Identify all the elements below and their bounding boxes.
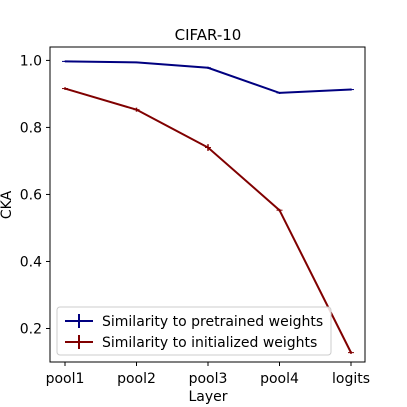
x-tick-label: pool2 [117,371,156,387]
chart-title: CIFAR-10 [175,26,242,44]
x-tick-label: pool4 [260,371,299,387]
x-axis-label: Layer [188,389,227,405]
legend-label: Similarity to initialized weights [102,335,317,351]
y-axis-label: CKA [0,190,15,219]
y-tick-label: 1.0 [20,53,42,69]
legend-box [56,306,332,356]
x-tick-label: logits [332,371,370,387]
y-tick-label: 0.4 [20,254,42,270]
x-tick-label: pool3 [189,371,228,387]
series-line [64,60,352,94]
legend: Similarity to pretrained weights Similari… [56,306,332,356]
y-tick-label: 0.2 [20,321,42,337]
plot-area: 0.2 0.4 0.6 0.8 1.0 pool1 pool2 pool3 pool4 logit… [20,46,370,387]
x-tick-label: pool1 [46,371,85,387]
y-tick-label: 0.8 [20,120,42,136]
y-tick-label: 0.6 [20,187,42,203]
legend-label: Similarity to pretrained weights [102,314,323,330]
